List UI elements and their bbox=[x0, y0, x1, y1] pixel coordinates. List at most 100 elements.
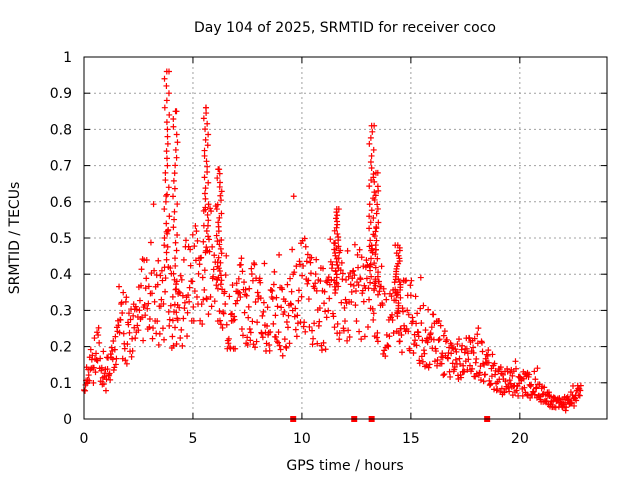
data-point bbox=[383, 331, 390, 338]
data-point bbox=[295, 287, 302, 294]
data-point bbox=[413, 342, 420, 349]
data-point bbox=[172, 146, 179, 153]
data-point bbox=[213, 232, 220, 239]
data-point bbox=[372, 242, 379, 249]
data-point bbox=[284, 281, 291, 288]
data-point bbox=[173, 247, 180, 254]
data-point bbox=[441, 371, 448, 378]
data-point bbox=[301, 319, 308, 326]
data-point bbox=[360, 298, 367, 305]
data-point bbox=[358, 254, 365, 261]
data-point bbox=[141, 302, 148, 309]
data-point bbox=[269, 287, 276, 294]
data-point bbox=[157, 272, 164, 279]
data-point bbox=[534, 365, 541, 372]
data-point bbox=[353, 318, 360, 325]
data-point bbox=[313, 287, 320, 294]
data-point bbox=[132, 303, 139, 310]
data-point bbox=[552, 404, 559, 411]
data-point bbox=[172, 324, 179, 331]
data-point bbox=[474, 331, 481, 338]
data-point bbox=[100, 381, 107, 388]
data-point bbox=[355, 282, 362, 289]
data-point bbox=[160, 300, 167, 307]
data-point bbox=[285, 312, 292, 319]
data-point bbox=[192, 222, 199, 229]
data-point bbox=[143, 256, 150, 263]
data-point bbox=[257, 279, 264, 286]
data-point bbox=[338, 259, 345, 266]
data-point bbox=[203, 296, 210, 303]
data-point bbox=[90, 364, 97, 371]
data-point bbox=[571, 402, 578, 409]
data-point bbox=[374, 255, 381, 262]
data-point bbox=[363, 275, 370, 282]
data-point bbox=[371, 287, 378, 294]
data-point bbox=[205, 131, 212, 138]
data-point bbox=[375, 269, 382, 276]
data-point bbox=[449, 344, 456, 351]
y-tick-label: 0.3 bbox=[50, 303, 72, 319]
data-point bbox=[161, 75, 168, 82]
data-point bbox=[172, 255, 179, 262]
data-point bbox=[115, 322, 122, 329]
data-point bbox=[405, 311, 412, 318]
data-point bbox=[532, 376, 539, 383]
data-point bbox=[382, 353, 389, 360]
data-point bbox=[305, 296, 312, 303]
data-point bbox=[322, 308, 329, 315]
data-point bbox=[333, 215, 340, 222]
data-point bbox=[386, 333, 393, 340]
data-point bbox=[259, 312, 266, 319]
data-point bbox=[425, 364, 432, 371]
data-point bbox=[530, 388, 537, 395]
data-point bbox=[85, 372, 92, 379]
data-point bbox=[366, 201, 373, 208]
data-point bbox=[459, 342, 466, 349]
data-point bbox=[237, 294, 244, 301]
data-point bbox=[238, 255, 245, 262]
data-point bbox=[201, 174, 208, 181]
data-point bbox=[368, 122, 375, 129]
data-point bbox=[266, 347, 273, 354]
data-point bbox=[336, 336, 343, 343]
data-point bbox=[200, 238, 207, 245]
data-point bbox=[178, 326, 185, 333]
data-point bbox=[407, 282, 414, 289]
data-point bbox=[331, 277, 338, 284]
data-point bbox=[370, 214, 377, 221]
data-point bbox=[249, 277, 256, 284]
data-point bbox=[342, 296, 349, 303]
data-point bbox=[485, 359, 492, 366]
data-point bbox=[138, 266, 145, 273]
data-point bbox=[180, 256, 187, 263]
data-point bbox=[95, 324, 102, 331]
data-point bbox=[504, 368, 511, 375]
data-point bbox=[316, 305, 323, 312]
data-point bbox=[203, 104, 210, 111]
data-point bbox=[272, 334, 279, 341]
data-point bbox=[336, 249, 343, 256]
data-point bbox=[164, 133, 171, 140]
data-point bbox=[283, 319, 290, 326]
data-point bbox=[118, 299, 125, 306]
data-point bbox=[321, 288, 328, 295]
data-point bbox=[492, 367, 499, 374]
data-point bbox=[205, 233, 212, 240]
data-point bbox=[349, 275, 356, 282]
data-point bbox=[165, 263, 172, 270]
data-point bbox=[163, 119, 170, 126]
data-point bbox=[218, 272, 225, 279]
data-point bbox=[247, 337, 254, 344]
data-point bbox=[576, 392, 583, 399]
data-point bbox=[218, 321, 225, 328]
data-point bbox=[300, 262, 307, 269]
data-point bbox=[97, 378, 104, 385]
data-point bbox=[373, 210, 380, 217]
data-point bbox=[427, 330, 434, 337]
data-point bbox=[214, 276, 221, 283]
data-point bbox=[217, 192, 224, 199]
data-point bbox=[374, 329, 381, 336]
data-point bbox=[225, 335, 232, 342]
